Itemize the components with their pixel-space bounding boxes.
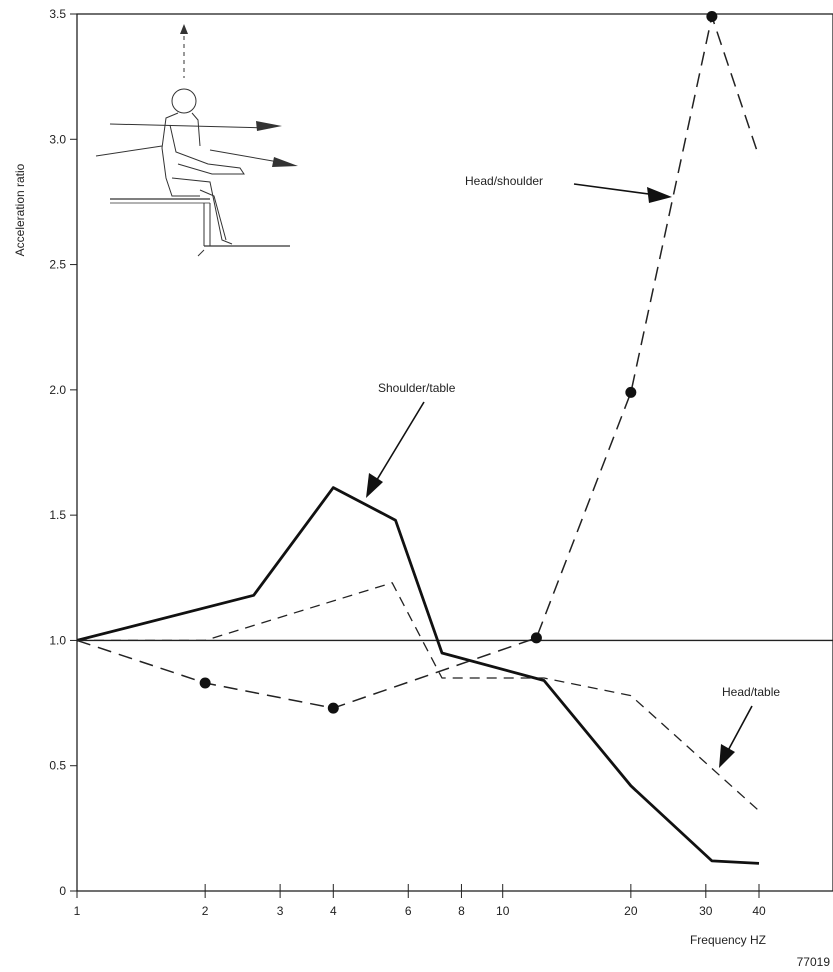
data-point-head-shoulder xyxy=(530,632,542,644)
x-tick-label: 30 xyxy=(699,904,713,918)
arrowhead-icon xyxy=(647,187,672,203)
annotation-head-table: Head/table xyxy=(719,685,780,768)
data-point-head-shoulder xyxy=(199,677,211,689)
series-line-head-shoulder xyxy=(76,15,760,709)
seated-person-icon xyxy=(95,24,298,257)
annotation-head-shoulder-label: Head/shoulder xyxy=(465,174,543,188)
y-axis-title: Acceleration ratio xyxy=(13,163,27,256)
arrowhead-icon xyxy=(719,744,735,768)
data-point-head-shoulder xyxy=(625,386,637,398)
annotation-head-shoulder: Head/shoulder xyxy=(465,174,672,203)
y-tick-label: 1.0 xyxy=(49,633,66,647)
data-point-head-shoulder xyxy=(327,702,339,714)
y-tick-label: 2.0 xyxy=(49,383,66,397)
figure-footnote: 77019 xyxy=(797,955,831,969)
arrowhead-icon xyxy=(366,473,383,498)
x-tick-label: 10 xyxy=(496,904,510,918)
x-axis-title: Frequency HZ xyxy=(690,933,766,947)
annotation-head-table-label: Head/table xyxy=(722,685,780,699)
x-tick-label: 4 xyxy=(330,904,337,918)
x-tick-label: 6 xyxy=(405,904,412,918)
marker-layer xyxy=(199,11,718,714)
series-layer xyxy=(76,15,760,865)
y-tick-label: 3.0 xyxy=(49,132,66,146)
y-axis: 0 0.5 1.0 1.5 2.0 2.5 3.0 3.5 xyxy=(49,7,77,898)
annotation-shoulder-table: Shoulder/table xyxy=(366,381,456,498)
x-tick-label: 20 xyxy=(624,904,638,918)
annotation-shoulder-table-label: Shoulder/table xyxy=(378,381,456,395)
x-axis: 1 2 3 4 6 8 10 20 30 40 xyxy=(74,884,766,918)
y-tick-label: 3.5 xyxy=(49,7,66,21)
x-tick-label: 3 xyxy=(277,904,284,918)
x-tick-label: 2 xyxy=(202,904,209,918)
y-tick-label: 2.5 xyxy=(49,258,66,272)
x-tick-label: 8 xyxy=(458,904,465,918)
annotation-shoulder-table-arrow xyxy=(371,401,425,489)
x-tick-label: 1 xyxy=(74,904,81,918)
y-tick-label: 0 xyxy=(59,884,66,898)
series-line-head-table xyxy=(77,582,760,812)
y-tick-label: 1.5 xyxy=(49,508,66,522)
plot-frame xyxy=(76,13,833,892)
series-line-shoulder-table xyxy=(76,486,760,865)
y-tick-label: 0.5 xyxy=(49,759,66,773)
x-tick-label: 40 xyxy=(752,904,766,918)
data-point-head-shoulder xyxy=(706,11,718,23)
